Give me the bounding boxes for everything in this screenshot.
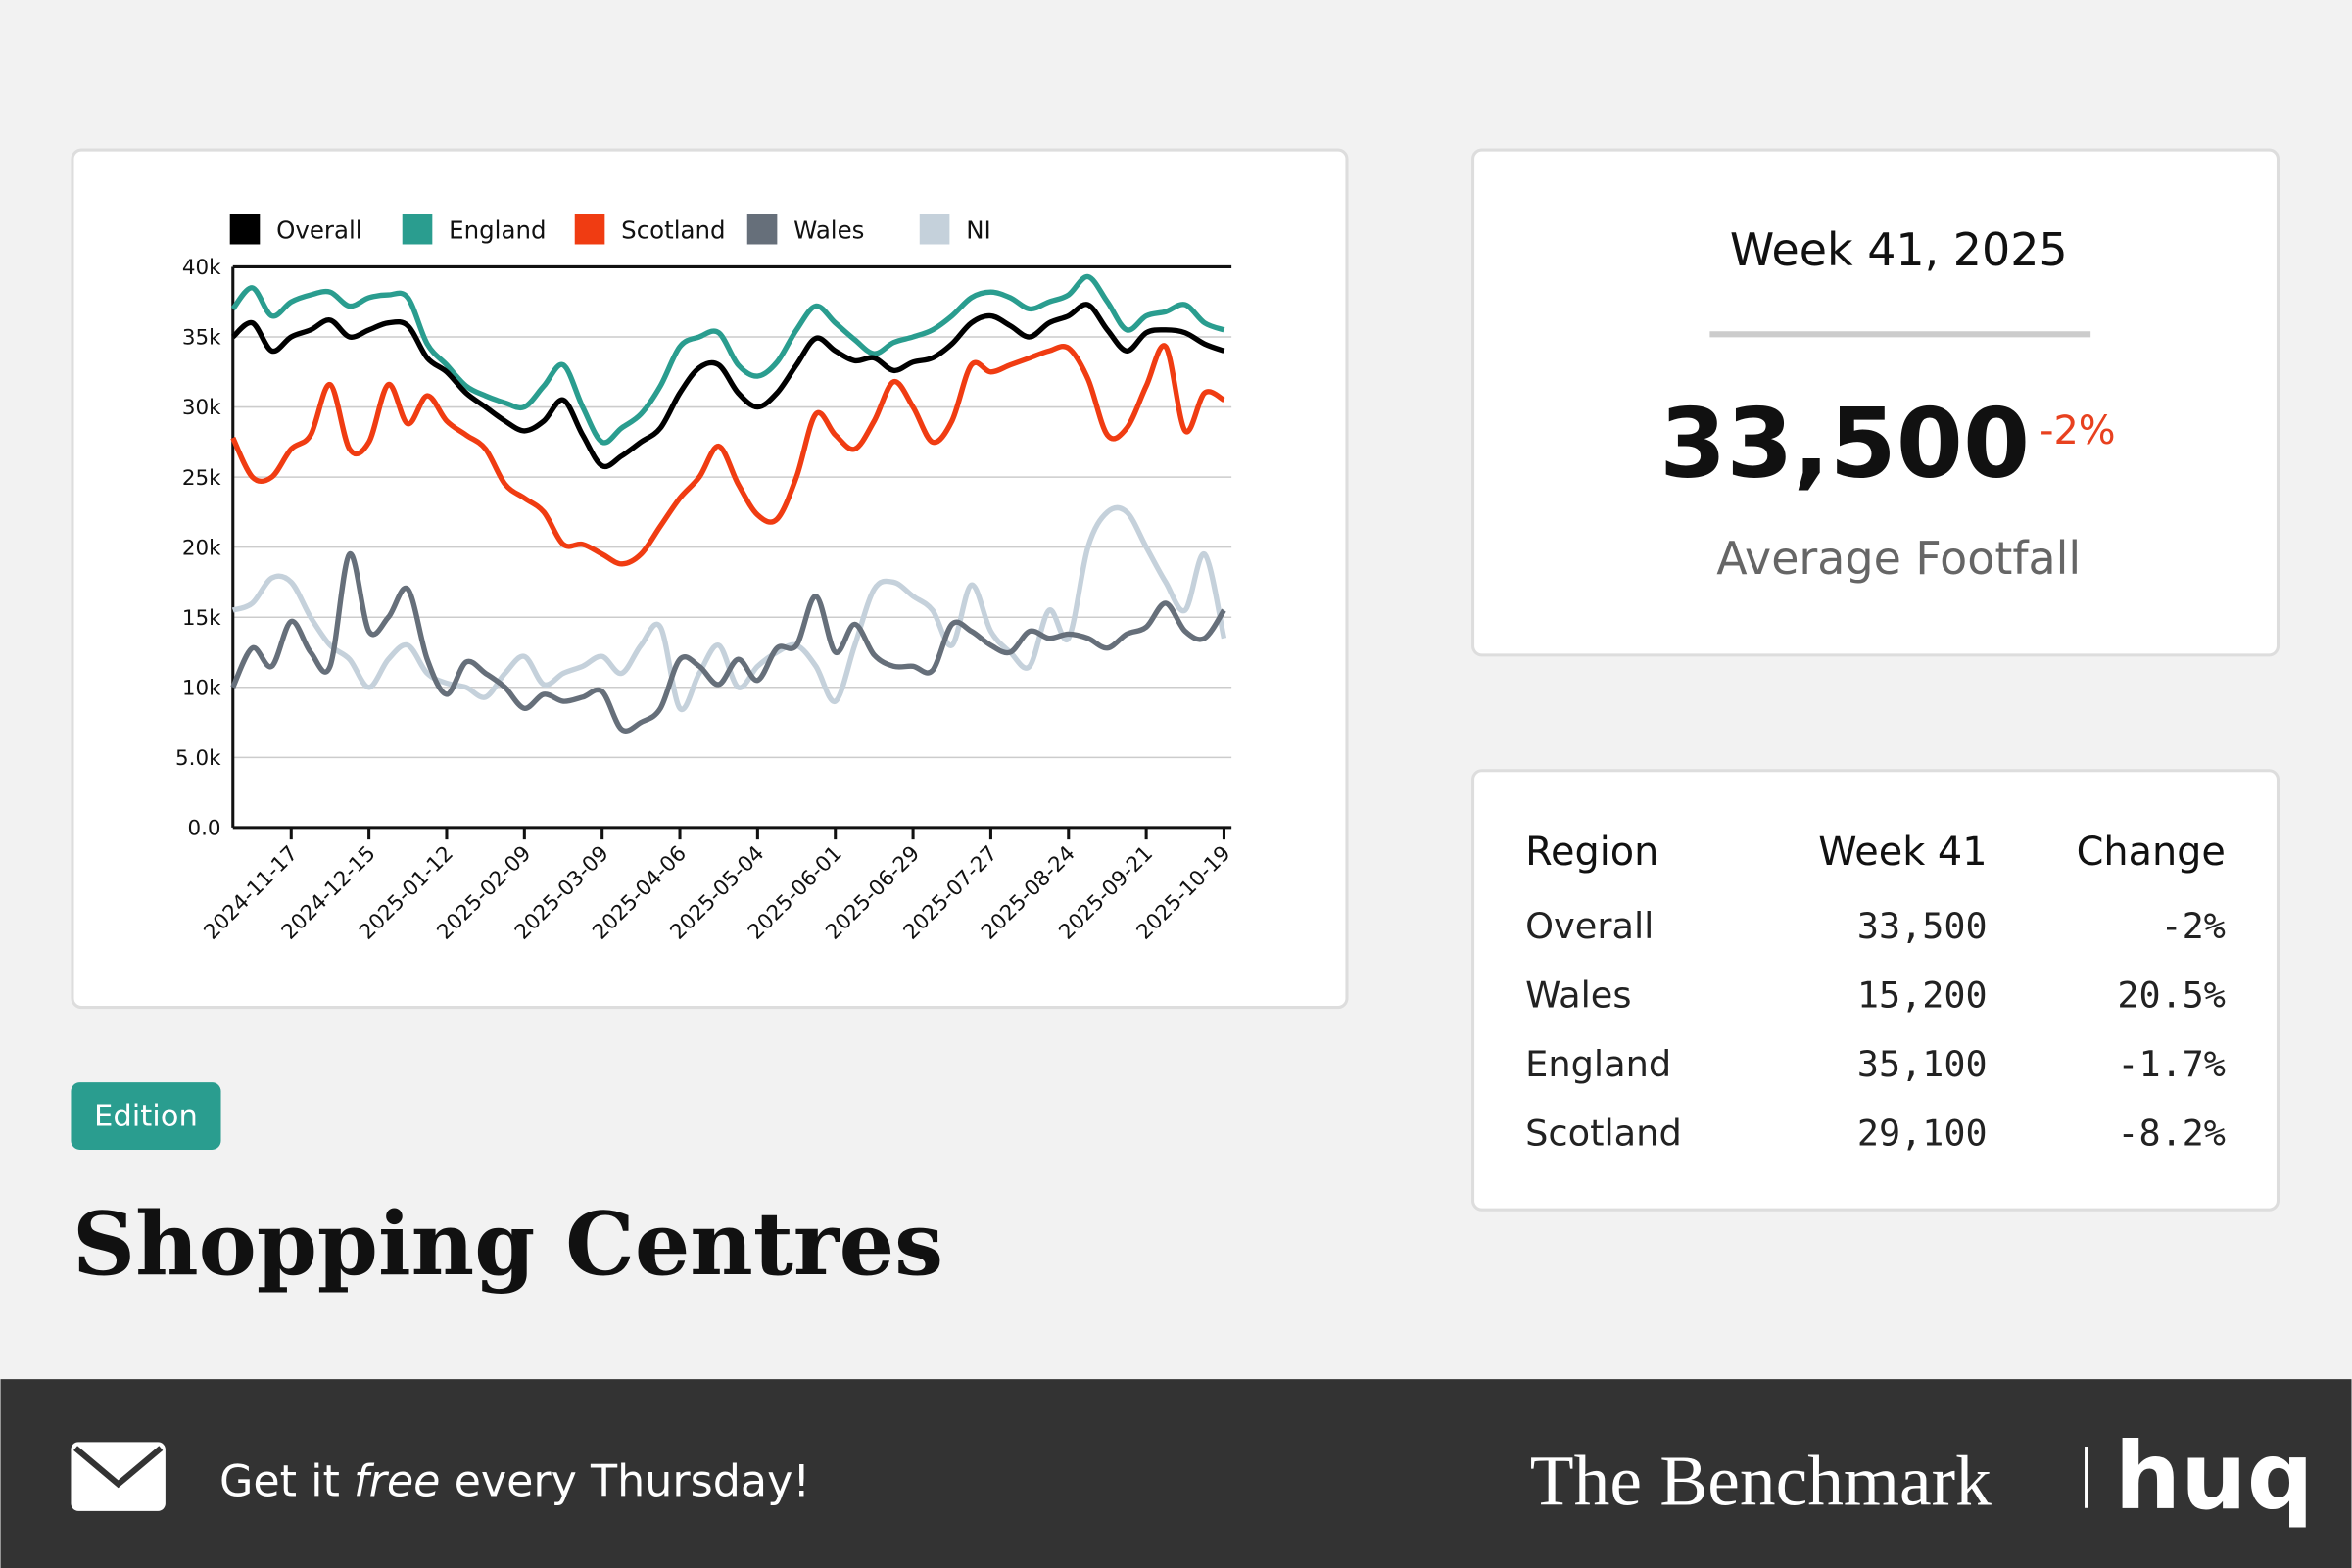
legend-swatch xyxy=(229,214,261,245)
table-cell: 35,100 xyxy=(1857,1043,1988,1085)
y-tick-label: 15k xyxy=(182,606,221,631)
mail-icon xyxy=(71,1442,166,1511)
series-line xyxy=(230,273,1225,446)
table-cell: 33,500 xyxy=(1857,905,1988,947)
cta-part: free xyxy=(354,1457,440,1507)
legend-swatch xyxy=(574,214,605,245)
table-card xyxy=(1471,769,2280,1212)
legend-swatch xyxy=(919,214,950,245)
brand: The Benchmark xyxy=(1530,1442,1992,1521)
chart-card xyxy=(71,148,1349,1010)
footer xyxy=(0,1379,2352,1568)
series-line xyxy=(230,551,1226,734)
series-line xyxy=(230,302,1225,470)
table-cell: Wales xyxy=(1525,974,1631,1017)
table-cell: Overall xyxy=(1525,905,1654,947)
y-tick-label: 40k xyxy=(182,256,221,280)
mail-flap xyxy=(73,1446,164,1489)
y-tick-label: 30k xyxy=(182,396,221,420)
legend-swatch xyxy=(746,214,778,245)
badge xyxy=(71,1082,221,1150)
heading: Shopping Centres xyxy=(72,1193,943,1295)
cta-part: Get it xyxy=(219,1457,354,1507)
legend-label: NI xyxy=(966,215,991,244)
summary-change: -2% xyxy=(2040,408,2115,453)
y-tick-label: 0.0 xyxy=(187,817,220,841)
table-cell: 20.5% xyxy=(2117,974,2226,1017)
table-cell: -8.2% xyxy=(2117,1112,2226,1154)
table-cell: -1.7% xyxy=(2117,1043,2226,1085)
table-cell: 29,100 xyxy=(1857,1112,1988,1154)
cta: Get it free every Thursday! xyxy=(219,1457,810,1507)
series-line xyxy=(230,343,1225,567)
legend-swatch xyxy=(402,214,433,245)
summary-card xyxy=(1471,148,2280,657)
table-cell: England xyxy=(1525,1043,1671,1085)
legend-label: Overall xyxy=(276,215,361,244)
summary-title: Week 41, 2025 xyxy=(1730,223,2068,276)
legend-label: England xyxy=(449,215,546,244)
table-header: Region xyxy=(1525,830,1658,875)
summary-value: 33,500 xyxy=(1659,389,2030,500)
table-cell: -2% xyxy=(2161,905,2226,947)
cta-part: every Thursday! xyxy=(440,1457,810,1507)
y-tick-label: 10k xyxy=(182,676,221,700)
table-cell: Scotland xyxy=(1525,1112,1682,1154)
y-tick-label: 20k xyxy=(182,536,221,560)
y-tick-label: 5.0k xyxy=(175,746,221,771)
logo: huq xyxy=(2115,1423,2314,1531)
legend-label: Scotland xyxy=(621,215,725,244)
table-header: Change xyxy=(2077,830,2226,875)
series-line xyxy=(231,504,1227,713)
legend-label: Wales xyxy=(793,215,864,244)
y-tick-label: 35k xyxy=(182,326,221,351)
summary-label: Average Footfall xyxy=(1716,532,2081,585)
y-tick-label: 25k xyxy=(182,466,221,491)
table-header: Week 41 xyxy=(1818,830,1987,875)
badge-label: Edition xyxy=(94,1099,198,1133)
table-cell: 15,200 xyxy=(1857,974,1988,1017)
table: Region Week 41 Change Overall 33,500 -2% Wales… xyxy=(1525,830,2226,1154)
